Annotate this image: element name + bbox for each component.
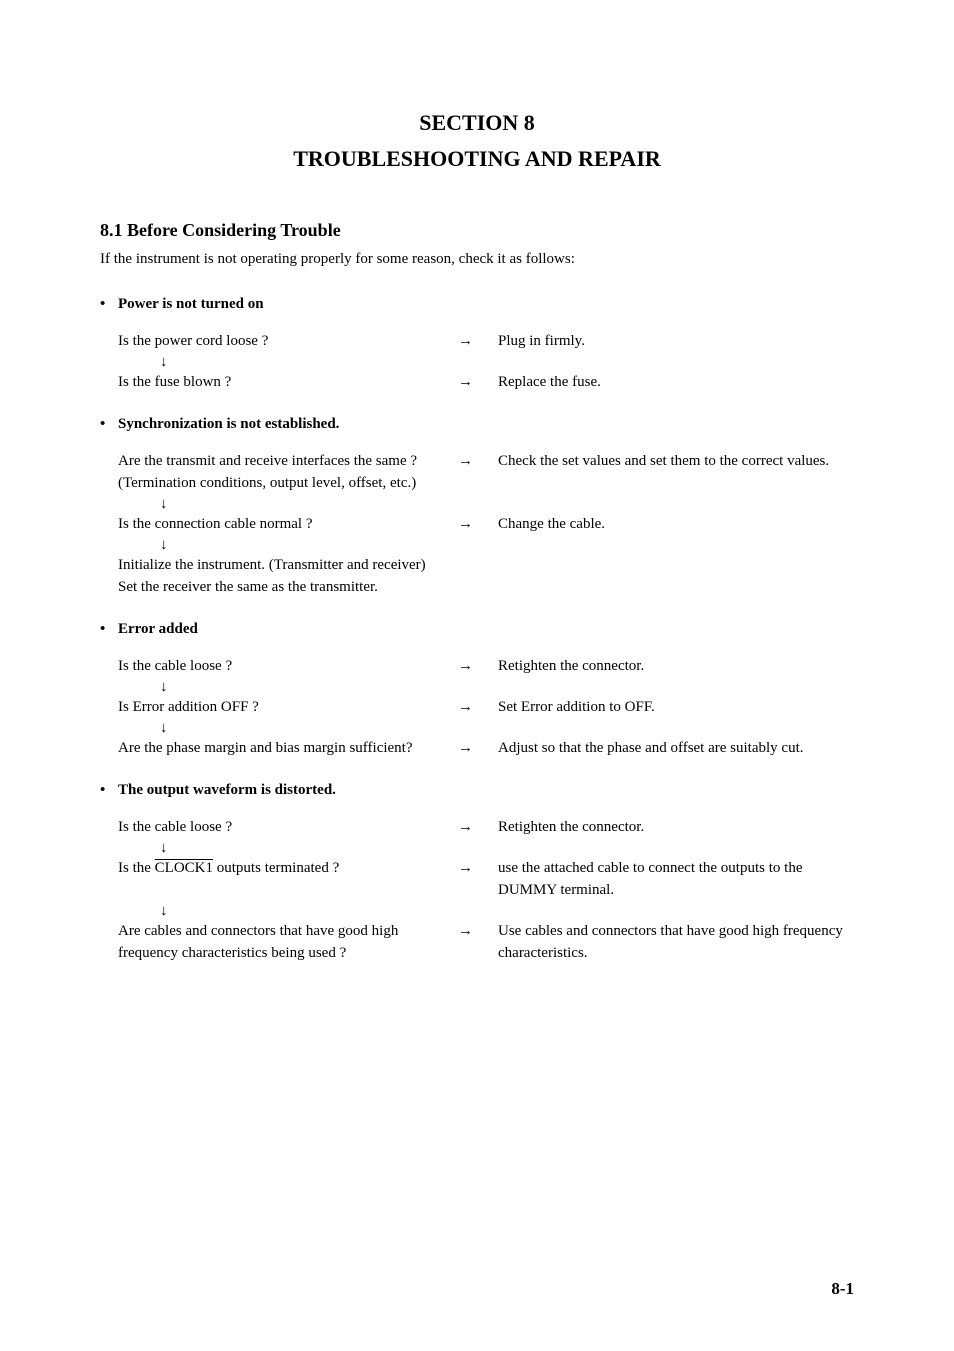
answer: Change the cable. — [498, 514, 854, 536]
right-arrow-icon: → — [458, 738, 498, 760]
question: Is the fuse blown ? — [100, 372, 458, 394]
qa-row: Is Error addition OFF ? → Set Error addi… — [100, 697, 854, 719]
tail-row: Set the receiver the same as the transmi… — [100, 577, 854, 599]
qa-row: Is the connection cable normal ? → Chang… — [100, 514, 854, 536]
section-number: SECTION 8 — [100, 110, 854, 136]
right-arrow-icon: → — [458, 858, 498, 880]
question: Are cables and connectors that have good… — [100, 921, 458, 965]
question: Are the transmit and receive interfaces … — [100, 451, 458, 495]
intro-text: If the instrument is not operating prope… — [100, 251, 854, 268]
group-waveform: The output waveform is distorted. Is the… — [100, 782, 854, 965]
right-arrow-icon: → — [458, 514, 498, 536]
tail-row: Initialize the instrument. (Transmitter … — [100, 555, 854, 577]
right-arrow-icon: → — [458, 656, 498, 678]
answer: Replace the fuse. — [498, 372, 854, 394]
down-arrow-icon: ↓ — [100, 353, 854, 373]
qa-row: Is the CLOCK1 outputs terminated ? → use… — [100, 858, 854, 902]
answer: Plug in firmly. — [498, 331, 854, 353]
down-arrow-icon: ↓ — [100, 495, 854, 515]
group-heading: Error added — [100, 621, 854, 638]
question: Are the phase margin and bias margin suf… — [100, 738, 458, 760]
qa-row: Are the phase margin and bias margin suf… — [100, 738, 854, 760]
right-arrow-icon: → — [458, 451, 498, 473]
answer: Retighten the connector. — [498, 817, 854, 839]
group-heading: Power is not turned on — [100, 296, 854, 313]
tail-text: Initialize the instrument. (Transmitter … — [100, 555, 458, 577]
right-arrow-icon: → — [458, 372, 498, 394]
answer: Check the set values and set them to the… — [498, 451, 854, 473]
question: Is Error addition OFF ? — [100, 697, 458, 719]
answer: Set Error addition to OFF. — [498, 697, 854, 719]
qa-row: Is the power cord loose ? → Plug in firm… — [100, 331, 854, 353]
question: Is the power cord loose ? — [100, 331, 458, 353]
page-number: 8-1 — [831, 1279, 854, 1299]
right-arrow-icon: → — [458, 331, 498, 353]
group-error: Error added Is the cable loose ? → Retig… — [100, 621, 854, 760]
question: Is the CLOCK1 outputs terminated ? — [100, 858, 458, 880]
question: Is the cable loose ? — [100, 817, 458, 839]
group-heading: The output waveform is distorted. — [100, 782, 854, 799]
question-post: outputs terminated ? — [213, 860, 339, 876]
group-sync: Synchronization is not established. Are … — [100, 416, 854, 599]
answer: Use cables and connectors that have good… — [498, 921, 854, 965]
question-pre: Is the — [118, 860, 155, 876]
question-line2: (Termination conditions, output level, o… — [118, 475, 416, 491]
down-arrow-icon: ↓ — [100, 678, 854, 698]
answer: use the attached cable to connect the ou… — [498, 858, 854, 902]
question: Is the connection cable normal ? — [100, 514, 458, 536]
page: SECTION 8 TROUBLESHOOTING AND REPAIR 8.1… — [0, 0, 954, 1047]
qa-row: Is the cable loose ? → Retighten the con… — [100, 817, 854, 839]
right-arrow-icon: → — [458, 817, 498, 839]
section-title: TROUBLESHOOTING AND REPAIR — [100, 146, 854, 172]
right-arrow-icon: → — [458, 921, 498, 943]
question-overline: CLOCK1 — [155, 860, 213, 876]
subsection-heading: 8.1 Before Considering Trouble — [100, 220, 854, 241]
question-line1: Are the transmit and receive interfaces … — [118, 453, 417, 469]
qa-row: Is the fuse blown ? → Replace the fuse. — [100, 372, 854, 394]
qa-row: Are cables and connectors that have good… — [100, 921, 854, 965]
down-arrow-icon: ↓ — [100, 902, 854, 922]
group-heading: Synchronization is not established. — [100, 416, 854, 433]
down-arrow-icon: ↓ — [100, 719, 854, 739]
down-arrow-icon: ↓ — [100, 839, 854, 859]
qa-row: Are the transmit and receive interfaces … — [100, 451, 854, 495]
right-arrow-icon: → — [458, 697, 498, 719]
tail-text: Set the receiver the same as the transmi… — [100, 577, 458, 599]
question: Is the cable loose ? — [100, 656, 458, 678]
answer: Adjust so that the phase and offset are … — [498, 738, 854, 760]
answer: Retighten the connector. — [498, 656, 854, 678]
qa-row: Is the cable loose ? → Retighten the con… — [100, 656, 854, 678]
group-power: Power is not turned on Is the power cord… — [100, 296, 854, 394]
down-arrow-icon: ↓ — [100, 536, 854, 556]
